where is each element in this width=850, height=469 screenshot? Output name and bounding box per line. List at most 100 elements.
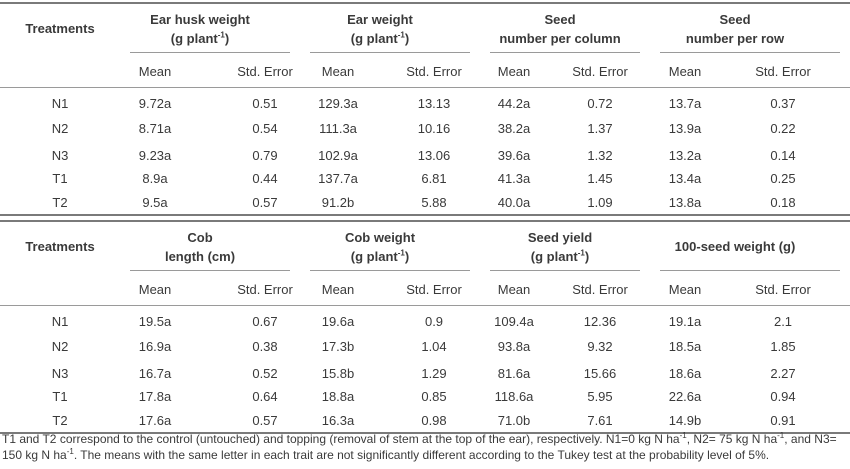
table-cell: 1.32 [587,148,613,163]
table-cell: 0.79 [252,148,278,163]
table-cell: 13.8a [668,195,702,210]
table-cell: 5.88 [421,195,447,210]
table-cell: 13.06 [417,148,451,163]
row-label: T2 [52,195,68,210]
group-subtitle-sup: -1 [397,30,405,40]
table-cell: 5.95 [587,389,613,404]
group-title: Cob [187,230,213,245]
table-cell: 18.6a [668,366,702,381]
table-bottom-rule [0,432,850,434]
table-cell: 0.72 [587,96,613,111]
table-cell: 13.13 [417,96,451,111]
table-top-rule [0,2,850,4]
row-label: T1 [52,171,68,186]
table-cell: 0.91 [770,413,796,428]
subheader-rule [0,305,850,306]
group-subtitle-text: number per column [499,31,621,46]
table-cell: 17.3b [321,339,355,354]
group-title: Seed yield [527,230,593,245]
table-cell: 0.98 [421,413,447,428]
group-subtitle-suffix: ) [404,31,410,46]
footnote-sup-3: -1 [66,447,74,456]
footnote-sup-2: -1 [777,431,785,440]
column-subheader: Mean [497,282,531,297]
column-subheader: Std. Error [572,64,628,79]
row-header: Treatments [25,239,95,254]
group-subtitle-text: length (cm) [164,249,236,264]
table-cell: 9.72a [138,96,172,111]
table-cell: 18.5a [668,339,702,354]
table-cell: 109.4a [494,314,534,329]
table-cell: 0.9 [424,314,444,329]
table-cell: 0.44 [252,171,278,186]
table-cell: 0.51 [252,96,278,111]
column-subheader: Std. Error [406,282,462,297]
table-cell: 0.64 [252,389,278,404]
column-subheader: Std. Error [572,282,628,297]
table-cell: 9.23a [138,148,172,163]
group-underline [660,270,840,271]
table-cell: 15.66 [583,366,617,381]
table-cell: 9.32 [587,339,613,354]
table-cell: 0.14 [770,148,796,163]
table-cell: 0.57 [252,413,278,428]
table-cell: 8.71a [138,121,172,136]
table-footnote: T1 and T2 correspond to the control (unt… [2,431,848,463]
table-cell: 19.5a [138,314,172,329]
table-cell: 0.22 [770,121,796,136]
table-cell: 81.6a [497,366,531,381]
row-label: T2 [52,413,68,428]
column-subheader: Std. Error [237,64,293,79]
table-cell: 71.0b [497,413,531,428]
table-cell: 17.8a [138,389,172,404]
group-title: Ear husk weight [150,12,250,27]
footnote-text-3: , and N3= 150 kg N ha [2,432,837,462]
column-subheader: Mean [138,64,172,79]
group-subtitle-sup: -1 [217,30,225,40]
table-cell: 0.67 [252,314,278,329]
table-cell: 19.1a [668,314,702,329]
column-subheader: Std. Error [406,64,462,79]
table-cell: 111.3a [319,121,357,136]
table-cell: 137.7a [318,171,358,186]
group-title: Ear weight [347,12,413,27]
column-subheader: Mean [668,282,702,297]
group-underline [130,52,290,53]
group-subtitle: number per column [499,31,620,47]
column-subheader: Mean [497,64,531,79]
table-cell: 2.27 [770,366,796,381]
column-subheader: Mean [321,64,355,79]
table-cell: 22.6a [668,389,702,404]
row-label: N2 [51,121,69,136]
footnote-text-4: . The means with the same letter in each… [73,448,770,462]
table-cell: 93.8a [497,339,531,354]
table-cell: 17.6a [138,413,172,428]
row-label: N2 [51,339,69,354]
group-subtitle: (g plant-1) [531,249,589,265]
table-top-rule [0,220,850,222]
table-cell: 41.3a [497,171,531,186]
table-cell: 0.85 [421,389,447,404]
group-title: Cob weight [344,230,416,245]
table-cell: 10.16 [417,121,451,136]
group-underline [490,270,640,271]
table-cell: 14.9b [668,413,702,428]
group-underline [490,52,640,53]
table-cell: 38.2a [497,121,531,136]
group-underline [310,52,470,53]
table-cell: 0.18 [770,195,796,210]
group-underline [310,270,470,271]
table-cell: 13.2a [668,148,702,163]
table-cell: 0.25 [770,171,796,186]
group-subtitle-suffix: ) [224,31,230,46]
row-header: Treatments [25,21,95,36]
table-cell: 1.29 [421,366,447,381]
table-cell: 118.6a [494,389,534,404]
table-cell: 19.6a [321,314,355,329]
group-subtitle-suffix: ) [584,249,590,264]
column-subheader: Mean [321,282,355,297]
table-cell: 0.94 [770,389,796,404]
table-cell: 13.9a [668,121,702,136]
group-underline [660,52,840,53]
table-cell: 91.2b [321,195,355,210]
